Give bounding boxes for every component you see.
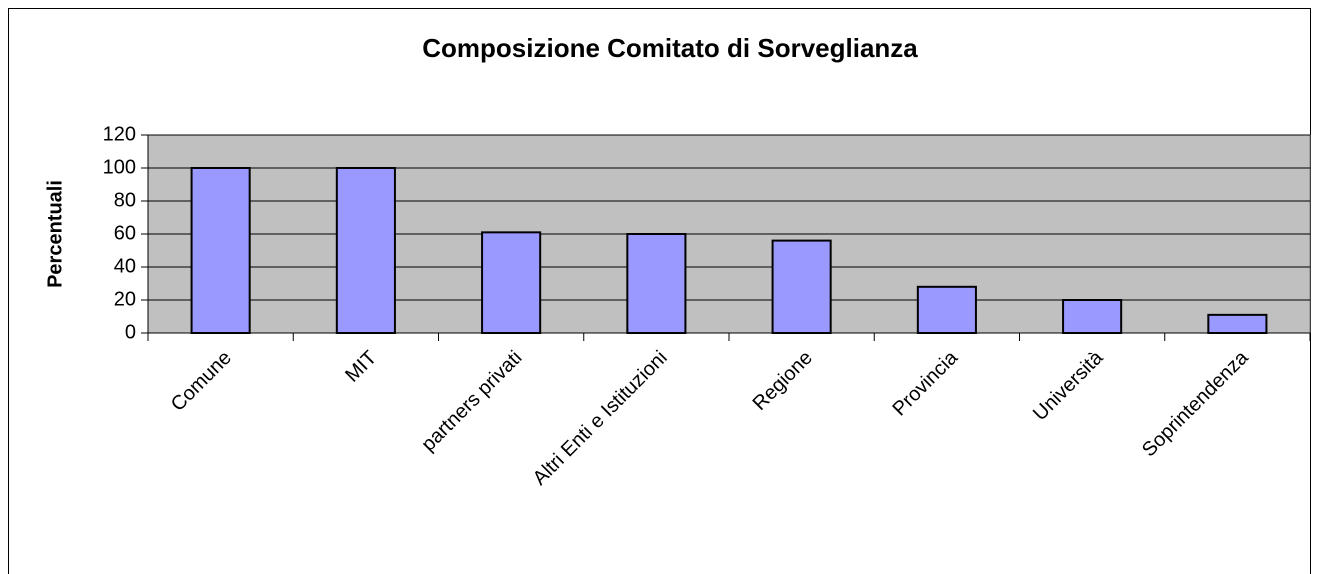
y-tick-label: 20: [114, 288, 136, 310]
y-tick-label: 0: [125, 321, 136, 343]
bar: [335, 167, 396, 334]
bar: [626, 233, 687, 334]
y-tick-label: 80: [114, 189, 136, 211]
y-tick-label: 60: [114, 222, 136, 244]
bar: [1207, 313, 1268, 335]
y-axis-label: Percentuali: [44, 180, 66, 288]
y-tick-label: 120: [103, 123, 136, 145]
y-tick-label: 40: [114, 255, 136, 277]
bar: [1062, 299, 1123, 334]
bar: [771, 239, 832, 335]
bar: [481, 231, 542, 335]
bar: [916, 285, 977, 334]
chart-title: Composizione Comitato di Sorveglianza: [422, 33, 918, 63]
bar: [190, 167, 251, 334]
y-tick-label: 100: [103, 156, 136, 178]
